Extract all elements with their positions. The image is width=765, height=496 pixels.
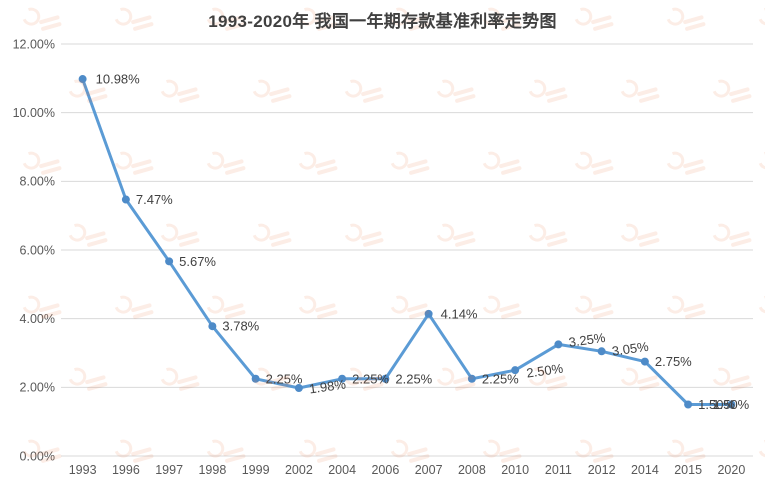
data-point-label: 1.50%	[712, 397, 749, 412]
data-point-label: 1.98%	[308, 376, 347, 396]
x-axis-tick-label: 1999	[242, 463, 270, 477]
rate-line-series	[81, 77, 733, 406]
data-point-marker	[727, 400, 736, 409]
x-axis-tick-label: 2020	[717, 463, 745, 477]
x-axis-tick-label: 2011	[545, 463, 572, 477]
data-point-label: 7.47%	[136, 192, 173, 207]
data-point-marker	[554, 340, 563, 349]
x-axis-tick-label: 2007	[415, 463, 443, 477]
y-axis-tick-label: 2.00%	[20, 381, 55, 395]
data-point-label: 2.25%	[266, 371, 303, 386]
data-point-marker	[467, 374, 476, 383]
chart-title: 1993-2020年 我国一年期存款基准利率走势图	[208, 12, 557, 31]
data-point-label: 3.05%	[611, 339, 650, 359]
y-axis-tick-label: 0.00%	[20, 449, 55, 463]
data-point-label: 3.78%	[222, 319, 259, 334]
data-point-marker	[78, 75, 87, 84]
x-axis-tick-label: 2014	[631, 463, 659, 477]
data-point-label: 2.75%	[655, 354, 692, 369]
y-axis-tick-label: 12.00%	[13, 37, 55, 51]
x-axis-tick-label: 2015	[674, 463, 702, 477]
data-point-marker	[165, 257, 174, 266]
y-axis-tick-label: 6.00%	[20, 243, 55, 257]
data-point-marker	[511, 366, 520, 375]
data-point-marker	[381, 374, 390, 383]
x-axis-tick-label: 1996	[112, 463, 140, 477]
data-point-marker	[338, 374, 347, 383]
y-axis-tick-label: 8.00%	[20, 175, 55, 189]
data-point-marker	[294, 384, 303, 393]
y-axis-tick-label: 4.00%	[20, 312, 55, 326]
data-point-label: 2.50%	[525, 361, 564, 381]
data-point-marker	[251, 374, 260, 383]
data-point-label: 3.25%	[568, 330, 607, 350]
x-axis-tick-label: 1998	[198, 463, 226, 477]
data-point-marker	[640, 357, 649, 366]
data-point-marker	[208, 322, 217, 331]
x-axis-tick-label: 2002	[285, 463, 313, 477]
data-point-label: 10.98%	[96, 72, 141, 87]
data-point-marker	[424, 309, 433, 318]
data-point-label: 2.25%	[352, 371, 389, 386]
y-axis-tick-label: 10.00%	[13, 106, 55, 120]
data-point-marker	[684, 400, 693, 409]
data-point-marker	[121, 195, 130, 204]
x-axis-tick-label: 1993	[69, 463, 97, 477]
data-point-marker	[597, 347, 606, 356]
x-axis-tick-label: 1997	[155, 463, 183, 477]
data-point-label: 5.67%	[179, 254, 216, 269]
x-axis-tick-label: 2008	[458, 463, 486, 477]
data-point-label: 1.50%	[698, 397, 735, 412]
x-axis-tick-label: 2004	[328, 463, 356, 477]
x-axis-tick-label: 2010	[501, 463, 529, 477]
x-axis-tick-label: 2006	[371, 463, 399, 477]
x-axis-tick-label: 2012	[588, 463, 616, 477]
data-point-label: 2.25%	[395, 371, 432, 386]
data-point-label: 2.25%	[482, 371, 519, 386]
data-point-label: 4.14%	[441, 306, 478, 321]
